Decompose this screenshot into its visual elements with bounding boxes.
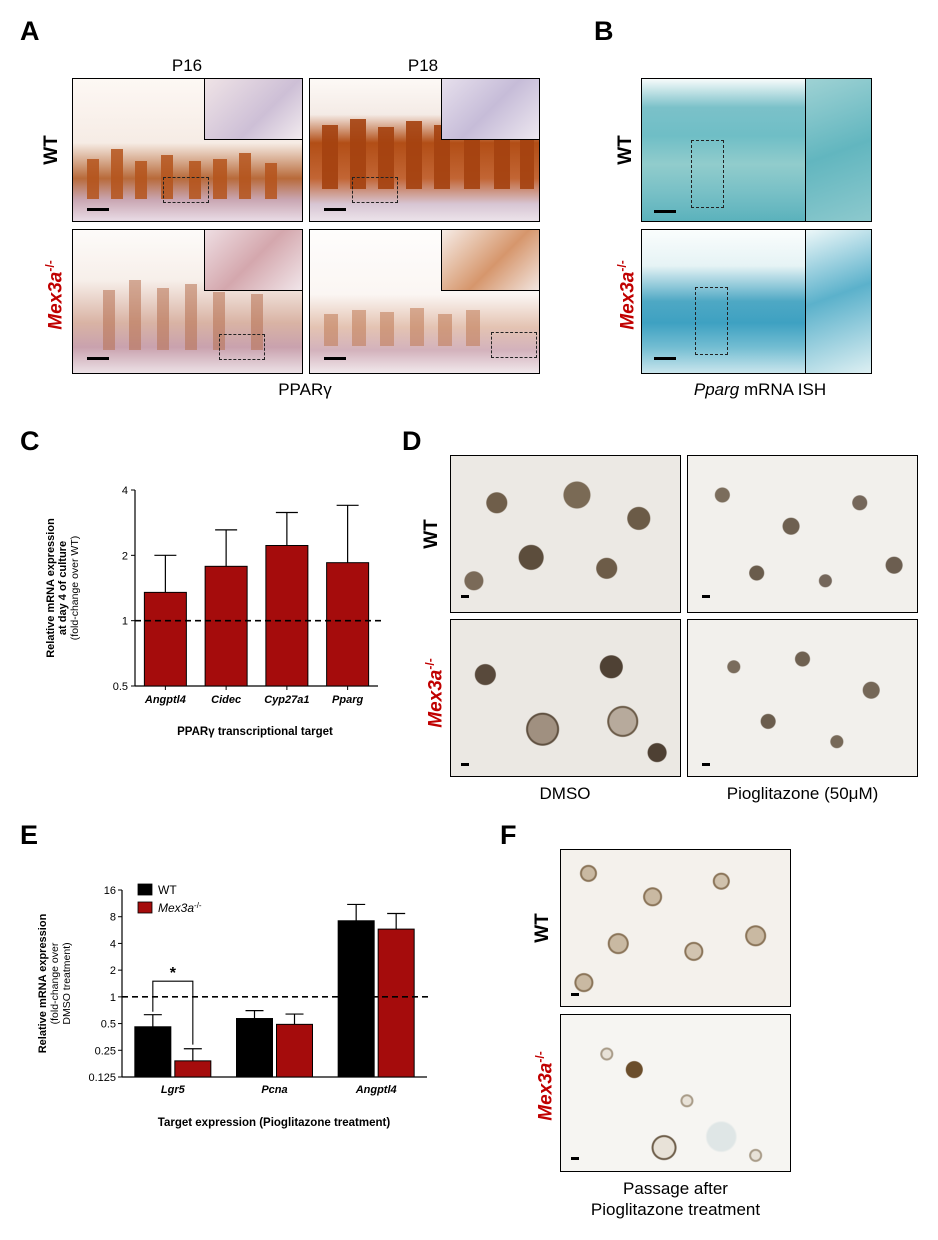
col-label-p18: P18 bbox=[407, 56, 439, 75]
histology-image-mex3a-p18 bbox=[309, 229, 540, 374]
caption-pparg-ish: Pparg mRNA ISH bbox=[693, 380, 827, 399]
row-label-mex3a: Mex3a-/- bbox=[43, 260, 67, 330]
y-label-line2: at day 4 of culture bbox=[57, 541, 69, 635]
y-tick-label: 0.25 bbox=[95, 1045, 116, 1057]
legend-swatch bbox=[137, 901, 153, 914]
x-tick-label: Pcna bbox=[261, 1084, 287, 1096]
legend-label: Mex3a-/- bbox=[158, 901, 202, 916]
y-axis-label: Relative mRNA expression at day 4 of cul… bbox=[45, 518, 81, 658]
y-tick-label: 4 bbox=[110, 938, 116, 950]
bar bbox=[236, 1018, 273, 1078]
y-label-sub1: (fold-change over bbox=[49, 942, 61, 1024]
caption-passage-line2: Pioglitazone treatment bbox=[590, 1200, 761, 1219]
y-tick-label: 0.5 bbox=[101, 1019, 116, 1031]
panel-label-e: E bbox=[20, 820, 39, 850]
row-label-wt: WT bbox=[421, 519, 442, 549]
x-axis-label: Target expression (Pioglitazone treatmen… bbox=[158, 1117, 391, 1129]
panel-label-c: C bbox=[20, 426, 40, 456]
organoid-image-mex3a-dmso bbox=[450, 619, 681, 777]
x-tick-label: Lgr5 bbox=[161, 1084, 186, 1096]
histology-image-wt-p16 bbox=[72, 78, 303, 222]
bar bbox=[143, 591, 187, 687]
organoid-image-wt-pioglitazone bbox=[687, 455, 918, 613]
y-tick-label: 4 bbox=[122, 485, 128, 497]
caption-passage: Passage after Pioglitazone treatment bbox=[560, 1178, 791, 1220]
col-label-pioglitazone: Pioglitazone (50μM) bbox=[726, 784, 879, 803]
ish-image-mex3a bbox=[641, 229, 872, 374]
bar bbox=[204, 565, 248, 687]
y-tick-label: 0.5 bbox=[113, 681, 128, 693]
chart-c: Relative mRNA expression at day 4 of cul… bbox=[45, 485, 384, 738]
y-axis-label: Relative mRNA expression (fold-change ov… bbox=[37, 913, 73, 1053]
row-label-wt: WT bbox=[532, 913, 553, 943]
bar bbox=[134, 1026, 172, 1078]
x-tick-label: Pparg bbox=[332, 694, 363, 706]
panel-label-d: D bbox=[402, 426, 422, 456]
panel-label-a: A bbox=[20, 16, 40, 46]
y-label-sub: (fold-change over WT) bbox=[69, 536, 81, 640]
organoid-image-wt-dmso bbox=[450, 455, 681, 613]
row-label-mex3a: Mex3a-/- bbox=[533, 1051, 557, 1121]
row-label-wt: WT bbox=[41, 135, 62, 165]
bar bbox=[326, 562, 370, 687]
passage-image-wt bbox=[560, 849, 791, 1007]
y-tick-label: 8 bbox=[110, 912, 116, 924]
organoid-image-mex3a-pioglitazone bbox=[687, 619, 918, 777]
legend-swatch bbox=[137, 883, 153, 896]
x-tick-label: Cidec bbox=[211, 694, 241, 706]
col-label-p16: P16 bbox=[171, 56, 203, 75]
x-axis-label: PPARγ transcriptional target bbox=[177, 726, 333, 738]
panel-label-f: F bbox=[500, 820, 517, 850]
row-label-wt: WT bbox=[615, 135, 636, 165]
x-tick-label: Angptl4 bbox=[355, 1084, 397, 1096]
y-label-sub2: DMSO treatment) bbox=[61, 942, 73, 1024]
significance-marker: * bbox=[170, 965, 177, 982]
bar bbox=[276, 1023, 313, 1078]
bar bbox=[174, 1060, 212, 1078]
y-tick-label: 1 bbox=[122, 616, 128, 628]
y-tick-label: 0.125 bbox=[88, 1072, 116, 1084]
histology-image-wt-p18 bbox=[309, 78, 540, 222]
x-tick-label: Cyp27a1 bbox=[264, 694, 309, 706]
caption-ppar-gamma: PPARγ bbox=[278, 380, 332, 399]
y-tick-label: 2 bbox=[110, 965, 116, 977]
y-tick-label: 1 bbox=[110, 992, 116, 1004]
row-label-mex3a: Mex3a-/- bbox=[423, 658, 447, 728]
x-tick-label: Angptl4 bbox=[144, 694, 186, 706]
y-label-line1: Relative mRNA expression bbox=[37, 913, 49, 1053]
y-tick-label: 2 bbox=[122, 550, 128, 562]
bar bbox=[265, 544, 309, 687]
bar bbox=[337, 920, 375, 1078]
chart-e: Relative mRNA expression (fold-change ov… bbox=[37, 883, 431, 1129]
legend-label: WT bbox=[158, 883, 177, 897]
row-label-mex3a: Mex3a-/- bbox=[615, 260, 639, 330]
significance-bracket bbox=[152, 980, 194, 1045]
ish-image-wt bbox=[641, 78, 872, 222]
col-label-dmso: DMSO bbox=[539, 784, 591, 803]
y-label-line1: Relative mRNA expression bbox=[45, 518, 57, 658]
histology-image-mex3a-p16 bbox=[72, 229, 303, 374]
passage-image-mex3a bbox=[560, 1014, 791, 1172]
y-tick-label: 16 bbox=[104, 885, 116, 897]
panel-label-b: B bbox=[594, 16, 614, 46]
caption-passage-line1: Passage after bbox=[623, 1179, 728, 1198]
bar bbox=[377, 928, 415, 1078]
